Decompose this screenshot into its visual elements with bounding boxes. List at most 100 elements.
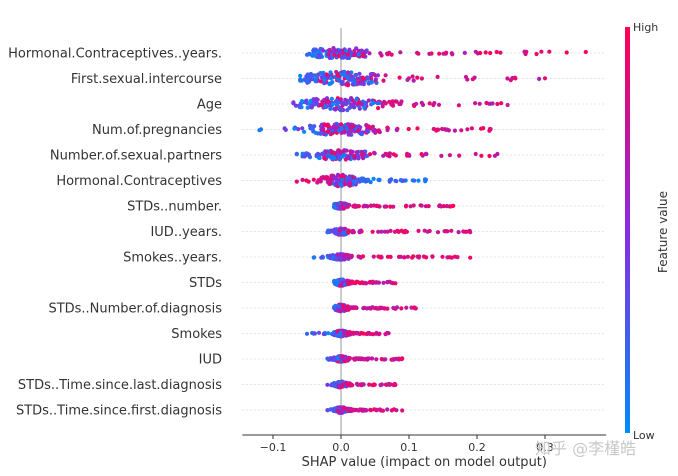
data-point bbox=[404, 305, 409, 310]
data-point bbox=[352, 155, 357, 160]
x-tick-label: 0.0 bbox=[332, 441, 350, 454]
data-point bbox=[376, 332, 381, 337]
data-point bbox=[374, 357, 379, 362]
data-point bbox=[336, 156, 341, 161]
data-point bbox=[505, 76, 510, 81]
data-point bbox=[470, 77, 475, 82]
data-point bbox=[423, 177, 429, 182]
data-point bbox=[419, 76, 424, 81]
data-point bbox=[305, 152, 310, 157]
data-point bbox=[388, 254, 393, 259]
data-point bbox=[304, 52, 310, 57]
data-point bbox=[436, 102, 442, 107]
data-point bbox=[317, 179, 322, 184]
data-point bbox=[291, 100, 296, 105]
data-point bbox=[319, 175, 324, 180]
data-point bbox=[371, 382, 377, 387]
colorbar-low-label: Low bbox=[633, 429, 655, 442]
data-point bbox=[483, 50, 488, 55]
data-point bbox=[332, 205, 337, 210]
feature-label: First.sexual.intercourse bbox=[71, 72, 222, 87]
data-point bbox=[495, 151, 500, 157]
data-point bbox=[364, 123, 369, 128]
data-point bbox=[371, 176, 376, 181]
data-point bbox=[327, 55, 332, 61]
data-point bbox=[425, 229, 430, 234]
data-point bbox=[347, 48, 352, 54]
data-point bbox=[380, 104, 385, 109]
data-point bbox=[424, 152, 429, 157]
data-point bbox=[385, 306, 390, 311]
data-point bbox=[367, 382, 372, 387]
data-point bbox=[360, 52, 365, 57]
data-point bbox=[367, 51, 372, 56]
data-point bbox=[322, 156, 327, 161]
data-point bbox=[436, 127, 441, 132]
data-point bbox=[397, 75, 402, 80]
data-point bbox=[377, 204, 382, 209]
feature-label: STDs..Time.since.last.diagnosis bbox=[18, 378, 222, 393]
data-point bbox=[427, 101, 432, 106]
data-point bbox=[337, 107, 342, 112]
data-point bbox=[484, 100, 489, 106]
data-point bbox=[377, 178, 382, 183]
data-point bbox=[319, 255, 324, 260]
data-point bbox=[355, 331, 361, 336]
data-point bbox=[302, 129, 307, 134]
data-point bbox=[534, 51, 539, 57]
data-point bbox=[353, 203, 358, 208]
data-point bbox=[335, 408, 340, 413]
data-point bbox=[468, 230, 473, 235]
data-point bbox=[333, 48, 339, 53]
data-point bbox=[322, 104, 328, 109]
feature-label: STDs bbox=[189, 276, 222, 291]
data-point bbox=[351, 330, 356, 336]
data-point bbox=[387, 99, 392, 104]
data-point bbox=[329, 383, 334, 388]
data-point bbox=[381, 280, 386, 285]
data-point bbox=[564, 50, 569, 55]
data-point bbox=[299, 99, 304, 104]
data-point bbox=[473, 49, 478, 54]
data-point bbox=[338, 206, 343, 211]
data-point bbox=[335, 153, 341, 158]
x-tick-label: 0.2 bbox=[468, 441, 486, 454]
data-point bbox=[406, 126, 411, 132]
feature-label: Hormonal.Contraceptives bbox=[56, 174, 222, 189]
data-point bbox=[356, 128, 361, 133]
data-point bbox=[442, 229, 447, 234]
x-tick-label: 0.3 bbox=[536, 441, 554, 454]
data-point bbox=[347, 77, 353, 82]
data-point bbox=[292, 126, 297, 131]
data-point bbox=[371, 100, 376, 105]
data-point bbox=[305, 76, 310, 81]
data-point bbox=[337, 228, 342, 233]
data-point bbox=[325, 175, 330, 180]
data-point bbox=[334, 332, 339, 337]
data-point bbox=[351, 77, 356, 82]
data-point bbox=[411, 203, 416, 208]
data-point bbox=[354, 150, 359, 155]
data-point bbox=[421, 254, 426, 259]
data-point bbox=[361, 306, 366, 311]
data-point bbox=[350, 279, 355, 284]
data-point bbox=[499, 101, 504, 106]
data-point bbox=[354, 97, 359, 102]
data-point bbox=[349, 96, 354, 101]
data-point bbox=[435, 230, 441, 235]
data-point bbox=[376, 106, 381, 111]
data-point bbox=[419, 203, 424, 208]
data-point bbox=[313, 53, 318, 58]
data-point bbox=[354, 46, 359, 51]
data-point bbox=[353, 82, 358, 87]
data-point bbox=[537, 76, 542, 81]
data-point bbox=[479, 153, 484, 158]
data-point bbox=[364, 129, 369, 134]
data-point bbox=[319, 102, 324, 107]
data-point bbox=[494, 49, 499, 55]
data-point bbox=[456, 230, 461, 235]
data-point bbox=[334, 181, 339, 186]
data-point bbox=[338, 182, 343, 188]
data-point bbox=[332, 53, 337, 58]
data-point bbox=[299, 78, 304, 83]
